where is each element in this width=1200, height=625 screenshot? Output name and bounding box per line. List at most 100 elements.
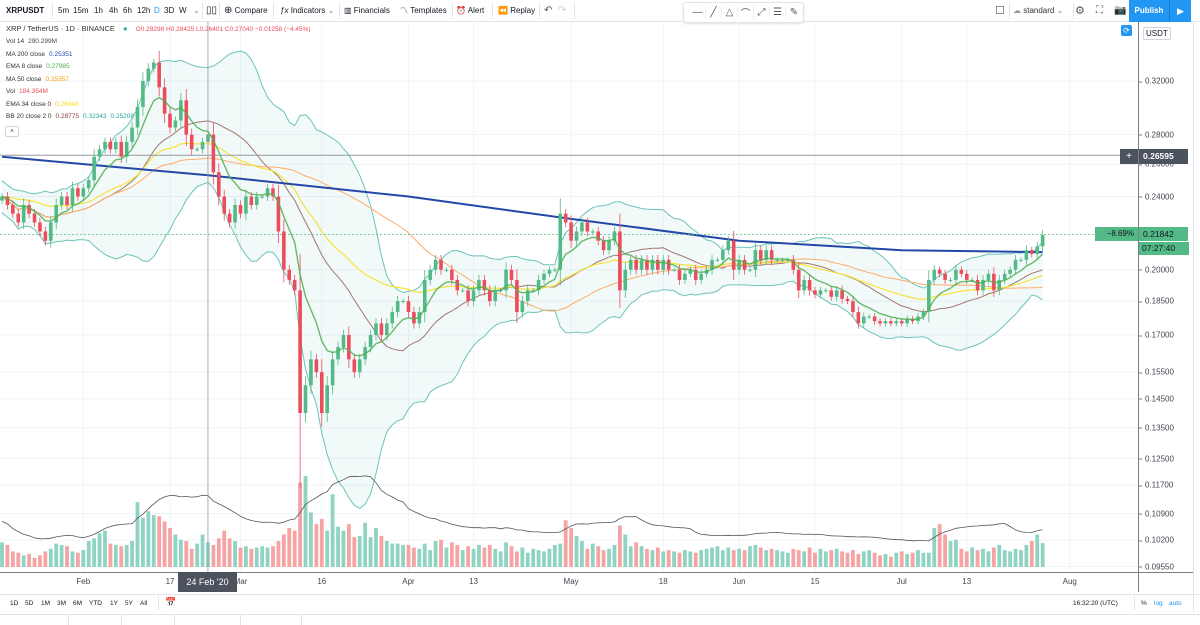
interval-1d[interactable]: D xyxy=(154,6,160,15)
candle xyxy=(379,318,384,341)
curve-tool-icon[interactable]: ⌒ xyxy=(738,5,754,20)
interval-15m[interactable]: 15m xyxy=(73,6,89,15)
percent-scale-toggle[interactable]: % xyxy=(1141,600,1147,607)
indicator-legend-row[interactable]: EMA 8 close 0.27985 xyxy=(6,63,70,70)
volume-bar xyxy=(596,546,601,567)
price-axis[interactable]: USDT 0.32000 0.28000 0.26000 0.24000 0.20000… xyxy=(1138,22,1193,592)
candle xyxy=(189,128,194,156)
financials-button[interactable]: ▥ Financials xyxy=(344,0,390,22)
add-plus-icon[interactable]: + xyxy=(1120,149,1138,164)
candle-body xyxy=(574,231,579,241)
volume-bar xyxy=(103,530,107,567)
brush-tool-icon[interactable]: ✎ xyxy=(789,7,799,18)
redo-icon[interactable]: ↷ xyxy=(558,5,567,16)
bar-chart-icon: ▥ xyxy=(344,6,352,15)
price-tick-label: 0.11700 xyxy=(1138,480,1174,490)
bottom-tab[interactable] xyxy=(0,615,69,625)
candle xyxy=(726,235,731,255)
bottom-tab[interactable] xyxy=(175,615,241,625)
bottom-tab[interactable] xyxy=(69,615,122,625)
triangle-pattern-tool-icon[interactable]: △ xyxy=(722,7,738,18)
horizontal-line-tool-icon[interactable]: — xyxy=(690,7,706,18)
volume-bar xyxy=(758,547,763,567)
range-1m[interactable]: 1M xyxy=(41,600,51,607)
volume-bar xyxy=(27,554,31,567)
indicator-legend-row[interactable]: Vol 14 290.299M xyxy=(6,38,57,45)
volume-bar xyxy=(504,542,508,567)
indicator-legend-row[interactable]: MA 200 close 0.25351 xyxy=(6,51,73,58)
candle-body xyxy=(124,141,129,157)
fullscreen-icon[interactable]: ⛶ xyxy=(1096,5,1103,16)
range-6m[interactable]: 6M xyxy=(73,600,83,607)
interval-1h[interactable]: 1h xyxy=(94,6,103,15)
candle-body xyxy=(493,290,498,302)
replay-button[interactable]: ⏪ Replay xyxy=(498,0,535,22)
volume-bar xyxy=(688,551,693,567)
indicators-button[interactable]: ƒx Indicators ⌄ xyxy=(280,0,334,22)
price-chart[interactable] xyxy=(0,22,1138,572)
range-all[interactable]: All xyxy=(140,600,148,607)
interval-4h[interactable]: 4h xyxy=(109,6,118,15)
time-axis[interactable]: Feb 17 Mar 16 Apr 13 May 18 Jun 15 Jul 13 Aug xyxy=(0,572,1138,592)
templates-icon: 〽 xyxy=(400,6,408,15)
auto-scale-icon[interactable]: ⟳ xyxy=(1121,25,1132,36)
symbol-search-button[interactable]: XRPUSDT xyxy=(6,6,45,15)
volume-bar xyxy=(92,538,97,567)
ema8-line xyxy=(1,96,1044,357)
interval-6h[interactable]: 6h xyxy=(123,6,132,15)
bottom-tab[interactable] xyxy=(241,615,302,625)
candle-body xyxy=(715,259,720,261)
range-ytd[interactable]: YTD xyxy=(89,600,102,607)
undo-icon[interactable]: ↶ xyxy=(544,5,553,16)
go-to-date-calendar-icon[interactable]: 📅 xyxy=(165,597,177,607)
interval-12h[interactable]: 12h xyxy=(137,6,151,15)
candle-body xyxy=(179,100,183,121)
auto-scale-toggle[interactable]: auto xyxy=(1169,600,1182,607)
layout-dropdown[interactable]: ☁ standard ⌄ xyxy=(1013,0,1063,22)
indicator-legend-row[interactable]: BB 20 close 2 0 0.28775 0.32343 0.25208 xyxy=(6,113,134,120)
candle xyxy=(455,274,460,296)
range-5y[interactable]: 5Y xyxy=(125,600,133,607)
publish-button[interactable]: Publish xyxy=(1129,0,1169,22)
indicator-legend-row[interactable]: EMA 34 close 0 0.26943 xyxy=(6,101,79,108)
bottom-tab[interactable] xyxy=(122,615,175,625)
candle-body xyxy=(964,273,969,280)
compare-button[interactable]: ⊕ Compare xyxy=(224,0,268,22)
log-scale-toggle[interactable]: log xyxy=(1154,600,1163,607)
range-1d[interactable]: 1D xyxy=(10,600,19,607)
alert-button[interactable]: ⏰ Alert xyxy=(456,0,484,22)
compare-label: Compare xyxy=(234,6,268,15)
currency-label[interactable]: USDT xyxy=(1143,27,1171,40)
utc-clock[interactable]: 16:32:20 (UTC) xyxy=(1073,600,1118,607)
interval-dropdown-chevron-icon[interactable]: ⌄ xyxy=(193,6,200,15)
indicator-legend-row[interactable]: MA 50 close 0.25357 xyxy=(6,76,69,83)
indicator-legend-row[interactable]: Vol 184.354M xyxy=(6,88,48,95)
interval-1w[interactable]: W xyxy=(179,6,187,15)
candle-body xyxy=(222,196,227,214)
settings-gear-icon[interactable]: ⚙ xyxy=(1075,5,1085,17)
play-circle-icon[interactable]: ▶ xyxy=(1169,0,1191,22)
interval-5m[interactable]: 5m xyxy=(58,6,70,15)
volume-bar xyxy=(314,524,319,567)
collapse-legend-chevron-up-icon[interactable]: ˄ xyxy=(5,126,19,137)
drawing-toolbar: — ╱ △ ⌒ ⤢ ☰ ✎ xyxy=(683,2,804,23)
candle xyxy=(81,183,86,202)
time-tick-label: 17 xyxy=(165,577,175,586)
candle-body xyxy=(217,172,221,197)
volume-bar xyxy=(601,550,606,567)
price-range-tool-icon[interactable]: ⤢ xyxy=(754,7,770,18)
range-5d[interactable]: 5D xyxy=(25,600,34,607)
fib-retracement-tool-icon[interactable]: ☰ xyxy=(770,7,786,18)
camera-snapshot-icon[interactable]: 📷 xyxy=(1114,5,1127,16)
volume-bar xyxy=(16,552,21,567)
select-checkbox-icon[interactable]: ☐ xyxy=(995,5,1005,17)
range-3m[interactable]: 3M xyxy=(57,600,67,607)
interval-3d[interactable]: 3D xyxy=(164,6,175,15)
range-1y[interactable]: 1Y xyxy=(110,600,118,607)
templates-button[interactable]: 〽 Templates xyxy=(400,0,447,22)
volume-bar xyxy=(607,548,611,567)
volume-bar xyxy=(639,546,644,567)
candle-body xyxy=(428,269,432,280)
bar-style-candles-icon[interactable]: ▯▯ xyxy=(206,5,218,16)
trend-line-tool-icon[interactable]: ╱ xyxy=(706,7,722,18)
